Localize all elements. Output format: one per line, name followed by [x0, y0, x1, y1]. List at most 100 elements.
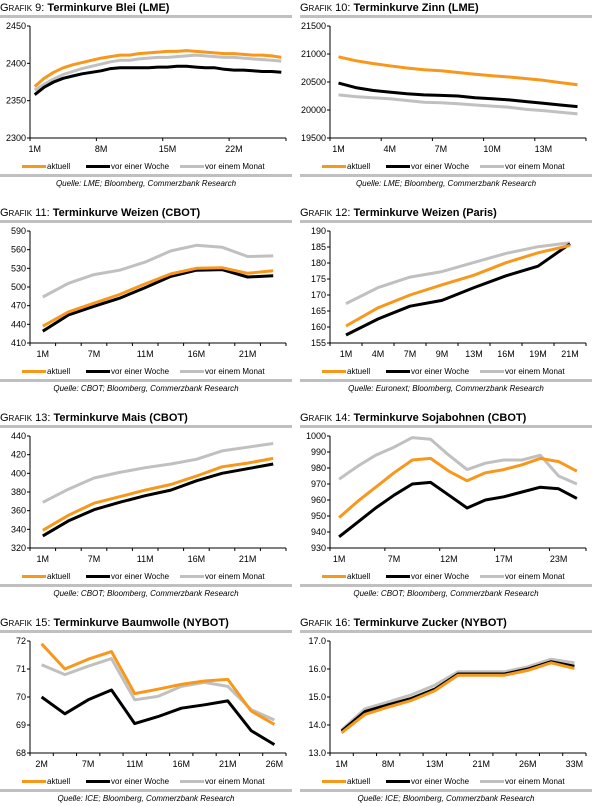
- chart-title-text: Terminkurve Weizen (CBOT): [52, 207, 201, 219]
- legend-item: vor einer Woche: [86, 572, 169, 581]
- legend-swatch: [180, 370, 204, 373]
- chart-svg: 320 340 360 380 400 420 440 1M 7M 11M 16M 21M: [11, 431, 287, 564]
- chart-source: Quelle: Euronext; Bloomberg, Commerzbank…: [348, 384, 544, 393]
- y-tick-label: 17.0: [308, 636, 326, 646]
- y-tick-label: 1000: [306, 431, 326, 441]
- legend-label: aktuell: [47, 162, 71, 171]
- x-tick-label: 11M: [126, 759, 143, 769]
- x-tick-label: 4M: [372, 349, 385, 359]
- legend-item: vor einer Woche: [386, 162, 469, 171]
- chart-title-text: Terminkurve Sojabohnen (CBOT): [353, 412, 527, 424]
- series-line-vor-einem-monat: [42, 442, 274, 504]
- x-tick-label: 21M: [561, 349, 579, 359]
- chart-title-prefix: Grafik 15:: [0, 617, 51, 629]
- series-line-vor-einem-monat: [338, 93, 578, 116]
- y-tick-label: 960: [311, 495, 326, 505]
- chart-title-text: Terminkurve Blei (LME): [47, 2, 170, 14]
- legend-swatch: [386, 165, 410, 168]
- x-tick-label: 1M: [28, 144, 41, 154]
- x-tick-label: 9M: [436, 349, 449, 359]
- legend-item: aktuell: [322, 777, 370, 786]
- legend-item: aktuell: [22, 367, 70, 376]
- legend-swatch: [322, 165, 346, 168]
- legend-rule: [300, 789, 592, 792]
- legend-rule: [300, 379, 592, 382]
- y-tick-label: 340: [11, 524, 26, 534]
- series-line-aktuell: [40, 642, 276, 726]
- chart-title: Grafik 13: Terminkurve Mais (CBOT): [0, 412, 292, 425]
- chart-panel-grafik10: Grafik 10: Terminkurve Zinn (LME) 19500 20…: [300, 2, 592, 191]
- chart-source: Quelle: LME; Bloomberg, Commerzbank Rese…: [55, 179, 237, 188]
- chart-plot-area: 13.0 14.0 15.0 16.0 17.0 1M 8M 13M 21M 26M 33M: [300, 633, 592, 775]
- y-tick-label: 380: [11, 487, 26, 497]
- chart-legend: aktuell vor einer Woche vor einem Monat: [300, 570, 592, 584]
- chart-svg: 930 940 950 960 970 980 990 1000 1M 7M 12M 17M 23M: [306, 431, 587, 564]
- legend-label: aktuell: [347, 777, 371, 786]
- y-tick-label: 940: [311, 527, 326, 537]
- y-tick-label: 175: [311, 274, 326, 284]
- legend-label: vor einem Monat: [505, 572, 565, 581]
- legend-swatch: [386, 370, 410, 373]
- x-tick-label: 7M: [388, 554, 401, 564]
- chart-title: Grafik 16: Terminkurve Zucker (NYBOT): [300, 617, 592, 630]
- x-tick-label: 21M: [239, 349, 257, 359]
- x-tick-label: 23M: [550, 554, 568, 564]
- legend-swatch: [180, 575, 204, 578]
- series-line-vor-einem-monat: [345, 241, 571, 305]
- y-tick-label: 2350: [6, 96, 26, 106]
- chart-title-text: Terminkurve Weizen (Paris): [353, 207, 497, 219]
- chart-svg: 13.0 14.0 15.0 16.0 17.0 1M 8M 13M 21M 26M 33M: [308, 636, 587, 769]
- series-line-vor-einem-monat: [338, 436, 578, 486]
- series-line-vor-einer-woche: [338, 480, 578, 538]
- x-tick-label: 4M: [383, 144, 396, 154]
- legend-swatch: [22, 370, 46, 373]
- chart-title-prefix: Grafik 9:: [0, 2, 45, 14]
- chart-title: Grafik 15: Terminkurve Baumwolle (NYBOT): [0, 617, 292, 630]
- title-rule: [0, 220, 292, 223]
- series-line-vor-einer-woche: [33, 64, 282, 96]
- y-tick-label: 72: [16, 636, 26, 646]
- title-rule: [0, 630, 292, 633]
- chart-legend: aktuell vor einer Woche vor einem Monat: [0, 775, 292, 789]
- chart-legend: aktuell vor einer Woche vor einem Monat: [300, 160, 592, 174]
- legend-swatch: [22, 780, 46, 783]
- chart-legend: aktuell vor einer Woche vor einem Monat: [300, 775, 592, 789]
- legend-swatch: [180, 780, 204, 783]
- chart-title: Grafik 9: Terminkurve Blei (LME): [0, 2, 292, 15]
- legend-swatch: [480, 780, 504, 783]
- legend-label: vor einem Monat: [505, 367, 565, 376]
- chart-source: Quelle: CBOT; Bloomberg, Commerzbank Res…: [53, 384, 239, 393]
- chart-title-text: Terminkurve Mais (CBOT): [53, 412, 188, 424]
- y-tick-label: 155: [311, 338, 326, 348]
- x-tick-label: 13M: [535, 144, 553, 154]
- legend-swatch: [86, 575, 110, 578]
- legend-item: vor einem Monat: [180, 777, 265, 786]
- y-tick-label: 13.0: [308, 748, 326, 758]
- series-line-aktuell: [338, 456, 578, 519]
- legend-item: vor einem Monat: [480, 367, 565, 376]
- x-tick-label: 1M: [340, 349, 353, 359]
- chart-legend: aktuell vor einer Woche vor einem Monat: [0, 160, 292, 174]
- y-tick-label: 440: [11, 431, 26, 441]
- x-tick-label: 1M: [335, 759, 348, 769]
- y-tick-label: 590: [11, 226, 26, 236]
- y-tick-label: 19500: [301, 133, 326, 143]
- series-line-vor-einer-woche: [42, 462, 274, 538]
- chart-title-prefix: Grafik 12:: [300, 207, 351, 219]
- legend-item: vor einem Monat: [180, 162, 265, 171]
- legend-item: vor einer Woche: [386, 777, 469, 786]
- title-rule: [300, 425, 592, 428]
- legend-label: vor einer Woche: [111, 367, 170, 376]
- chart-title-text: Terminkurve Baumwolle (NYBOT): [53, 617, 229, 629]
- series-line-aktuell: [338, 55, 578, 87]
- x-tick-label: 7M: [404, 349, 417, 359]
- y-tick-label: 560: [11, 245, 26, 255]
- x-tick-label: 21M: [239, 554, 257, 564]
- legend-item: vor einem Monat: [480, 162, 565, 171]
- legend-item: aktuell: [22, 777, 70, 786]
- chart-panel-grafik9: Grafik 9: Terminkurve Blei (LME) 2300 2350…: [0, 2, 292, 191]
- x-tick-label: 10M: [483, 144, 501, 154]
- y-tick-label: 70: [16, 692, 26, 702]
- legend-item: vor einer Woche: [86, 777, 169, 786]
- chart-plot-area: 930 940 950 960 970 980 990 1000 1M 7M 12M 17M 23M: [300, 428, 592, 570]
